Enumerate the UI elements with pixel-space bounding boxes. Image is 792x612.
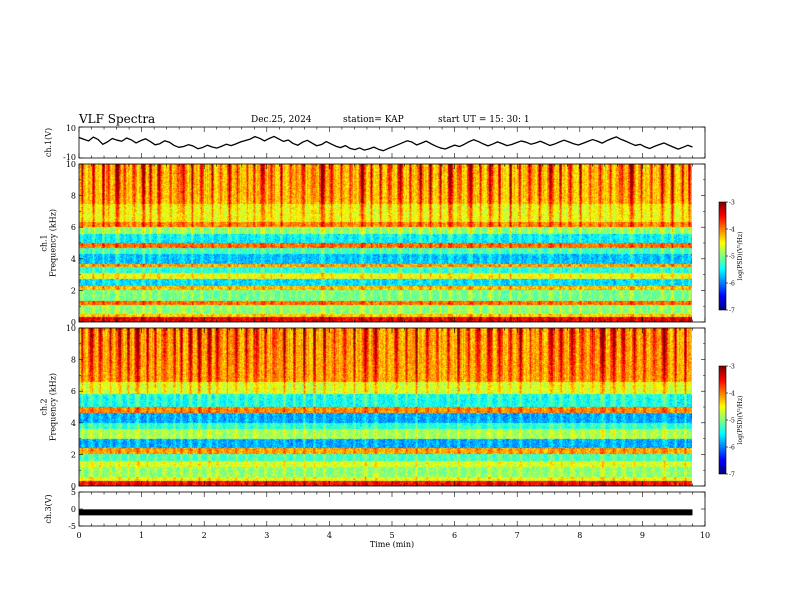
spectrogram-ch1-ytick-label: 2	[71, 286, 76, 295]
colorbar-ch1	[719, 202, 726, 310]
spectrogram-ch2-ytick-label: 0	[71, 482, 76, 491]
station-label: station= KAP	[343, 115, 404, 125]
colorbar-ch2-tick-label: -3	[729, 364, 735, 371]
x-tick-label: 8	[577, 531, 582, 540]
colorbar-ch2-tick-label: -7	[729, 472, 735, 479]
spectrogram-ch2-ytick-label: 6	[71, 387, 76, 396]
colorbar-ch1-label: log(PSD)(V²/Hz)	[737, 232, 744, 281]
spectrogram-image-ch2	[79, 328, 692, 486]
spectrogram-ch2-ylabel: ch.2	[40, 398, 49, 415]
waveform-layer	[78, 135, 693, 516]
colorbar-ch1-tick-label: -3	[729, 200, 735, 207]
waveform-ch3-ylabel: ch.3(V)	[44, 494, 53, 523]
colorbar-ch2-label: log(PSD)(V²/Hz)	[737, 396, 744, 445]
x-tick-label: 1	[139, 531, 144, 540]
colorbar-ch1-tick-label: -6	[729, 281, 735, 288]
spectrogram-ch2-ytick-label: 4	[71, 419, 76, 428]
x-tick-label: 6	[452, 531, 457, 540]
waveform-ch1-ytick-label: 10	[66, 124, 76, 133]
colorbar-ch2	[719, 366, 726, 474]
colorbar-ch1-tick-label: -4	[729, 227, 735, 234]
waveform-ch3-ytick-label: 0	[71, 505, 76, 514]
colorbar-ch2-tick-label: -6	[729, 445, 735, 452]
waveform-ch1-ylabel: ch.1(V)	[44, 128, 53, 157]
spectrogram-ch2-ytick-label: 2	[71, 450, 76, 459]
date-label: Dec.25, 2024	[251, 115, 312, 125]
spectrogram-ch2-ylabel: Frequency (kHz)	[49, 373, 58, 441]
x-axis-label: Time (min)	[370, 540, 414, 549]
spectrogram-ch1-ytick-label: 0	[71, 318, 76, 327]
x-tick-label: 10	[700, 531, 710, 540]
colorbar-ch1-tick-label: -5	[729, 254, 735, 261]
x-tick-label: 7	[515, 531, 520, 540]
colorbar-ch2-tick-label: -4	[729, 391, 735, 398]
colorbar-ch2-tick-label: -5	[729, 418, 735, 425]
spectrogram-ch1-ytick-label: 6	[71, 223, 76, 232]
waveform-ch1-ytick-label: -10	[63, 153, 76, 162]
chart-title: VLF Spectra	[79, 112, 156, 126]
spectrogram-ch1-ytick-label: 8	[71, 192, 76, 201]
axes-layer	[78, 126, 728, 527]
colorbar-ch1-tick-label: -7	[729, 308, 735, 315]
waveform-ch1-line	[78, 135, 693, 152]
spectrogram-ch1-ytick-label: 4	[71, 255, 76, 264]
spectrogram-image-ch1	[79, 164, 692, 322]
spectrogram-ch2-ytick-label: 10	[66, 324, 76, 333]
x-tick-label: 4	[327, 531, 332, 540]
waveform-ch3-ytick-label: 5	[71, 488, 76, 497]
x-tick-label: 0	[76, 531, 81, 540]
waveform-ch3-frame	[78, 491, 706, 527]
spectrogram-layer	[79, 164, 726, 486]
spectrogram-ch1-ylabel: Frequency (kHz)	[49, 209, 58, 277]
spectrogram-ch2-ytick-label: 8	[71, 356, 76, 365]
start-time-label: start UT = 15: 30: 1	[438, 115, 530, 125]
x-tick-label: 2	[202, 531, 207, 540]
spectrogram-ch1-ylabel: ch.1	[40, 234, 49, 251]
x-tick-label: 3	[264, 531, 269, 540]
spectrogram-ch1-ytick-label: 10	[66, 160, 76, 169]
x-tick-label: 9	[640, 531, 645, 540]
waveform-ch3-ytick-label: -5	[68, 522, 76, 531]
labels-layer: 10-10ch.1(V)-3-4-5-6-7log(PSD)(V²/Hz)024…	[40, 124, 745, 549]
x-tick-label: 5	[389, 531, 394, 540]
